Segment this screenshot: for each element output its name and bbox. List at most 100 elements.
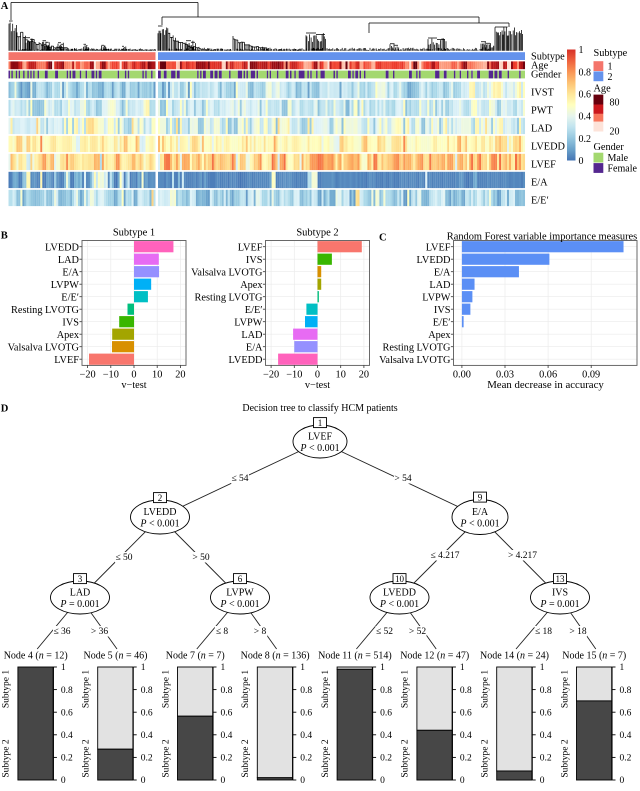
svg-text:0.4: 0.4 <box>221 731 233 741</box>
svg-text:Gender: Gender <box>531 70 562 81</box>
svg-text:0.2: 0.2 <box>61 754 73 764</box>
svg-text:E/A: E/A <box>62 267 79 278</box>
svg-text:Decision tree to classify HCM: Decision tree to classify HCM patients <box>242 403 397 414</box>
svg-text:Subtype 1: Subtype 1 <box>560 670 570 709</box>
svg-text:Subtype 1: Subtype 1 <box>481 670 491 709</box>
svg-text:LVEDD: LVEDD <box>144 507 177 518</box>
svg-text:0: 0 <box>61 776 66 786</box>
svg-text:E/E′: E/E′ <box>531 196 549 207</box>
svg-text:IVS: IVS <box>434 305 451 316</box>
svg-text:0.8: 0.8 <box>221 686 233 696</box>
svg-text:Subtype 2: Subtype 2 <box>401 739 411 778</box>
svg-text:0: 0 <box>460 776 465 786</box>
svg-text:Male: Male <box>608 153 629 164</box>
svg-text:LVPW: LVPW <box>422 292 451 303</box>
svg-text:≤ 54: ≤ 54 <box>231 474 248 484</box>
svg-text:−20: −20 <box>263 369 279 380</box>
svg-text:Apex: Apex <box>428 330 451 341</box>
svg-text:LVEF: LVEF <box>531 160 556 171</box>
svg-text:> 50: > 50 <box>192 553 209 563</box>
svg-text:1: 1 <box>141 663 146 673</box>
svg-text:0.6: 0.6 <box>579 90 592 101</box>
svg-text:0: 0 <box>300 776 305 786</box>
svg-text:P < 0.001: P < 0.001 <box>139 519 179 530</box>
svg-text:Subtype 1: Subtype 1 <box>2 670 12 709</box>
svg-text:IVS: IVS <box>62 317 79 328</box>
svg-text:1: 1 <box>620 663 625 673</box>
svg-text:0: 0 <box>141 776 146 786</box>
svg-text:Subtype 1: Subtype 1 <box>401 670 411 709</box>
svg-text:0.8: 0.8 <box>61 686 73 696</box>
svg-text:20: 20 <box>359 369 369 380</box>
svg-text:Female: Female <box>608 164 638 175</box>
svg-text:Node 12 (n = 47): Node 12 (n = 47) <box>400 651 469 662</box>
svg-text:PWT: PWT <box>531 106 553 117</box>
svg-text:≤ 50: ≤ 50 <box>115 553 132 563</box>
svg-text:Subtype 2: Subtype 2 <box>481 739 491 778</box>
svg-text:Resting LVOTG: Resting LVOTG <box>383 342 452 353</box>
svg-text:−20: −20 <box>80 369 96 380</box>
svg-text:1: 1 <box>61 663 66 673</box>
svg-text:0.09: 0.09 <box>582 369 600 380</box>
svg-text:LVEDD: LVEDD <box>383 587 416 598</box>
svg-text:IVST: IVST <box>531 88 555 99</box>
svg-text:LAD: LAD <box>531 124 553 135</box>
svg-text:1: 1 <box>318 418 323 428</box>
svg-text:0: 0 <box>221 776 226 786</box>
svg-text:0.2: 0.2 <box>380 754 392 764</box>
svg-text:−10: −10 <box>103 369 119 380</box>
svg-text:> 36: > 36 <box>91 627 108 637</box>
svg-text:0.4: 0.4 <box>460 731 472 741</box>
svg-text:P < 0.001: P < 0.001 <box>459 519 499 530</box>
svg-text:0.4: 0.4 <box>540 731 552 741</box>
svg-text:≤ 36: ≤ 36 <box>53 627 70 637</box>
svg-text:B: B <box>1 231 8 242</box>
svg-text:Apex: Apex <box>240 280 263 291</box>
svg-text:> 18: > 18 <box>569 627 586 637</box>
svg-text:LVEDD: LVEDD <box>417 255 452 266</box>
svg-text:0: 0 <box>620 776 625 786</box>
svg-text:LVEF: LVEF <box>308 431 333 442</box>
svg-text:10: 10 <box>395 574 405 584</box>
svg-text:0.03: 0.03 <box>496 369 514 380</box>
svg-text:Subtype 2: Subtype 2 <box>241 739 251 778</box>
svg-text:E/A: E/A <box>531 178 548 189</box>
svg-text:Valsalva LVOTG: Valsalva LVOTG <box>8 342 80 353</box>
svg-text:6: 6 <box>238 574 243 584</box>
svg-text:> 8: > 8 <box>254 627 267 637</box>
svg-text:LAD: LAD <box>58 255 80 266</box>
svg-text:0.06: 0.06 <box>539 369 557 380</box>
svg-text:Subtype 1: Subtype 1 <box>321 670 331 709</box>
svg-text:10: 10 <box>152 369 162 380</box>
svg-text:Node 14 (n = 24): Node 14 (n = 24) <box>480 651 549 662</box>
svg-text:Subtype 1: Subtype 1 <box>82 670 92 709</box>
svg-text:Valsalva LVOTG: Valsalva LVOTG <box>191 267 263 278</box>
svg-text:A: A <box>1 1 9 12</box>
svg-text:0.6: 0.6 <box>300 708 312 718</box>
svg-text:0: 0 <box>579 156 584 167</box>
svg-text:LAD: LAD <box>241 330 263 341</box>
svg-text:LVEDD: LVEDD <box>45 242 80 253</box>
svg-text:> 4.217: > 4.217 <box>508 551 537 561</box>
svg-text:LVEDD: LVEDD <box>531 142 566 153</box>
svg-text:0.4: 0.4 <box>141 731 153 741</box>
svg-text:0.8: 0.8 <box>620 686 632 696</box>
svg-text:9: 9 <box>478 493 483 503</box>
svg-text:LAD: LAD <box>429 280 451 291</box>
svg-text:P < 0.001: P < 0.001 <box>299 443 339 454</box>
svg-text:0.8: 0.8 <box>300 686 312 696</box>
svg-text:LVEF: LVEF <box>426 242 451 253</box>
svg-text:2: 2 <box>608 72 613 83</box>
svg-text:Node 5 (n = 46): Node 5 (n = 46) <box>84 651 148 662</box>
svg-text:Subtype 2: Subtype 2 <box>161 739 171 778</box>
svg-text:0.6: 0.6 <box>620 708 632 718</box>
svg-text:0.4: 0.4 <box>620 731 632 741</box>
svg-text:Subtype 2: Subtype 2 <box>560 739 570 778</box>
svg-text:> 52: > 52 <box>409 627 426 637</box>
svg-text:LVPW: LVPW <box>226 587 254 598</box>
svg-text:0.4: 0.4 <box>579 112 592 123</box>
svg-text:0: 0 <box>131 369 136 380</box>
svg-text:0.6: 0.6 <box>460 708 472 718</box>
svg-text:P = 0.001: P = 0.001 <box>59 599 99 610</box>
svg-text:Subtype 2: Subtype 2 <box>321 739 331 778</box>
